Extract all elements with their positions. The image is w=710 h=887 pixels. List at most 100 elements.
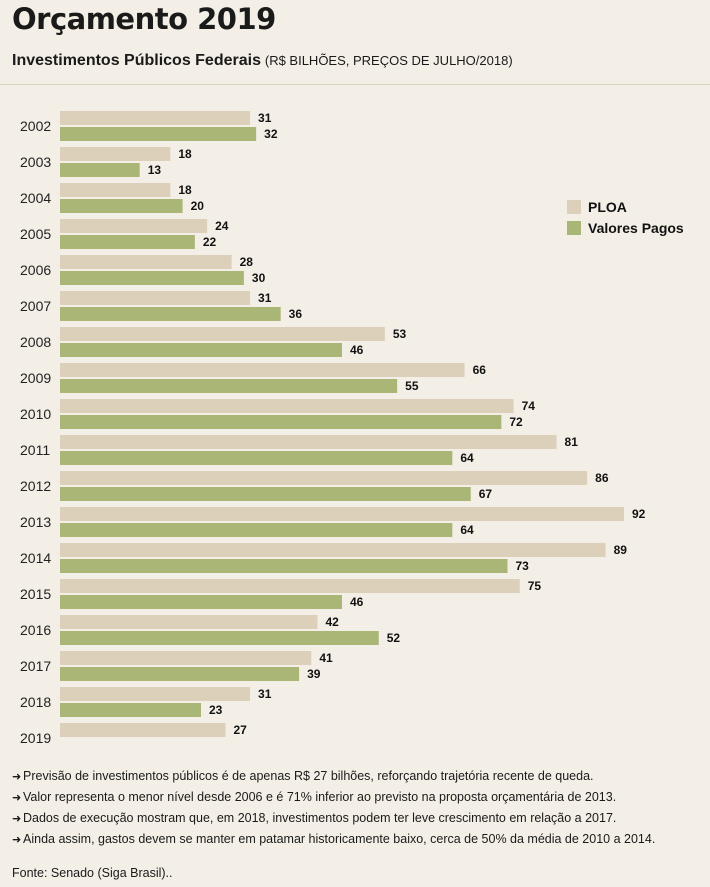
category-label: 2017 [20, 658, 51, 674]
data-label: 86 [595, 471, 609, 485]
bar-ploa [60, 327, 385, 341]
data-label: 24 [215, 219, 229, 233]
category-label: 2019 [20, 730, 51, 746]
data-label: 42 [325, 615, 339, 629]
header-divider [0, 84, 710, 85]
data-label: 53 [393, 327, 407, 341]
data-label: 72 [509, 415, 523, 429]
data-label: 22 [203, 235, 217, 249]
category-label: 2002 [20, 118, 51, 134]
category-label: 2018 [20, 694, 51, 710]
bar-ploa [60, 579, 520, 593]
bar-ploa [60, 363, 465, 377]
bar-ploa [60, 651, 312, 665]
data-label: 64 [460, 451, 474, 465]
data-label: 55 [405, 379, 419, 393]
page-title: Orçamento 2019 [12, 2, 276, 36]
data-label: 52 [387, 631, 401, 645]
bar-ploa [60, 399, 514, 413]
data-label: 18 [178, 147, 192, 161]
notes-list: ➜ Previsão de investimentos públicos é de… [12, 766, 655, 850]
bar-valores-pagos [60, 595, 342, 609]
bar-valores-pagos [60, 667, 300, 681]
bar-valores-pagos [60, 163, 140, 177]
bar-valores-pagos [60, 307, 281, 321]
bar-ploa [60, 723, 226, 737]
bar-valores-pagos [60, 415, 502, 429]
arrow-icon: ➜ [12, 813, 22, 825]
data-label: 75 [528, 579, 542, 593]
bar-ploa [60, 435, 557, 449]
subtitle-unit: (R$ BILHÕES, PREÇOS DE JULHO/2018) [264, 53, 513, 68]
category-label: 2005 [20, 226, 51, 242]
data-label: 66 [473, 363, 487, 377]
category-label: 2013 [20, 514, 51, 530]
category-label: 2012 [20, 478, 51, 494]
category-label: 2014 [20, 550, 51, 566]
note-item: ➜ Dados de execução mostram que, em 2018,… [12, 808, 655, 829]
bar-ploa [60, 111, 251, 125]
bar-chart: 2002 31 32 2003 18 13 2004 18 20 2005 24 22 2006 28 30… [20, 111, 684, 746]
category-label: 2016 [20, 622, 51, 638]
category-label: 2006 [20, 262, 51, 278]
legend-label: PLOA [588, 199, 627, 215]
bar-valores-pagos [60, 631, 379, 645]
note-item: ➜ Ainda assim, gastos devem se manter em … [12, 829, 655, 850]
data-label: 67 [479, 487, 493, 501]
category-label: 2010 [20, 406, 51, 422]
bar-valores-pagos [60, 703, 201, 717]
category-label: 2007 [20, 298, 51, 314]
category-label: 2003 [20, 154, 51, 170]
bar-ploa [60, 147, 171, 161]
category-label: 2011 [20, 442, 50, 458]
subtitle-main: Investimentos Públicos Federais [12, 52, 261, 69]
data-label: 28 [240, 255, 254, 269]
data-label: 18 [178, 183, 192, 197]
data-label: 46 [350, 343, 364, 357]
data-label: 74 [522, 399, 536, 413]
bar-valores-pagos [60, 127, 257, 141]
data-label: 31 [258, 687, 272, 701]
category-label: 2004 [20, 190, 51, 206]
data-label: 30 [252, 271, 266, 285]
bar-valores-pagos [60, 199, 183, 213]
arrow-icon: ➜ [12, 792, 22, 804]
bar-valores-pagos [60, 343, 342, 357]
source-note: Fonte: Senado (Siga Brasil).. [12, 866, 173, 880]
data-label: 36 [289, 307, 303, 321]
arrow-icon: ➜ [12, 771, 22, 783]
arrow-icon: ➜ [12, 834, 22, 846]
bar-ploa [60, 507, 624, 521]
note-item: ➜ Valor representa o menor nível desde 20… [12, 787, 655, 808]
legend-swatch [567, 200, 581, 214]
bar-ploa [60, 255, 232, 269]
bar-ploa [60, 291, 251, 305]
legend-swatch [567, 221, 581, 235]
note-item: ➜ Previsão de investimentos públicos é de… [12, 766, 655, 787]
data-label: 31 [258, 111, 272, 125]
data-label: 89 [614, 543, 628, 557]
data-label: 27 [234, 723, 248, 737]
data-label: 46 [350, 595, 364, 609]
category-label: 2015 [20, 586, 51, 602]
category-label: 2008 [20, 334, 51, 350]
data-label: 31 [258, 291, 272, 305]
data-label: 20 [191, 199, 205, 213]
bar-ploa [60, 543, 606, 557]
bar-ploa [60, 615, 318, 629]
bar-valores-pagos [60, 271, 244, 285]
bar-valores-pagos [60, 559, 508, 573]
chart-subtitle: Investimentos Públicos Federais (R$ BILH… [12, 52, 513, 70]
data-label: 64 [460, 523, 474, 537]
data-label: 81 [565, 435, 579, 449]
category-label: 2009 [20, 370, 51, 386]
bar-ploa [60, 219, 208, 233]
bar-valores-pagos [60, 523, 453, 537]
bar-ploa [60, 471, 588, 485]
bar-ploa [60, 687, 251, 701]
data-label: 13 [148, 163, 162, 177]
bar-valores-pagos [60, 451, 453, 465]
data-label: 41 [319, 651, 333, 665]
data-label: 32 [264, 127, 278, 141]
bar-valores-pagos [60, 235, 195, 249]
